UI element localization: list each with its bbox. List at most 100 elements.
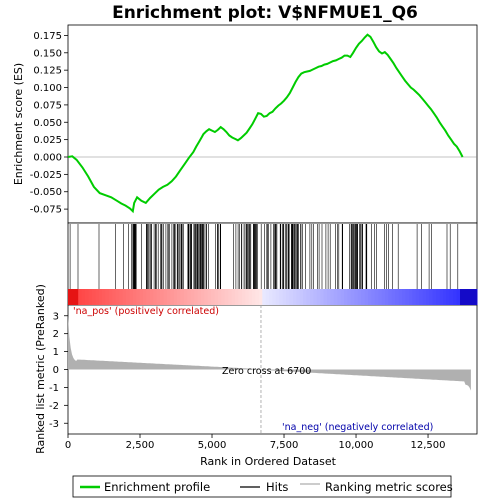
heatmap-cell bbox=[143, 289, 147, 305]
heatmap-cell bbox=[125, 289, 130, 305]
heatmap-cell bbox=[88, 289, 93, 305]
heatmap-cell bbox=[347, 289, 352, 305]
heatmap-cell bbox=[177, 289, 181, 305]
heatmap-cell bbox=[98, 289, 103, 305]
heatmap-cell bbox=[286, 289, 290, 305]
heatmap-cell bbox=[320, 289, 325, 305]
heatmap-cell bbox=[425, 289, 430, 305]
metric-y-tick-label: -1 bbox=[49, 383, 59, 394]
es-y-tick-label: 0.100 bbox=[33, 83, 62, 94]
heatmap-cell bbox=[442, 289, 447, 305]
heatmap-cell bbox=[180, 289, 185, 305]
metric-y-tick-label: -3 bbox=[49, 419, 59, 430]
heatmap-cell bbox=[170, 289, 175, 305]
heatmap-cell bbox=[258, 289, 263, 305]
heatmap-cell bbox=[105, 289, 110, 305]
metric-y-tick-label: 2 bbox=[53, 329, 59, 340]
heatmap-cell bbox=[289, 289, 294, 305]
heatmap-cell bbox=[187, 289, 192, 305]
heatmap-cell bbox=[122, 289, 127, 305]
legend-enrichment-label: Enrichment profile bbox=[104, 480, 210, 494]
heatmap-cell bbox=[412, 289, 417, 305]
heatmap-cell bbox=[218, 289, 222, 305]
heatmap-cell bbox=[228, 289, 233, 305]
heatmap-cell bbox=[78, 289, 83, 305]
x-tick-label: 10,000 bbox=[339, 440, 374, 451]
heatmap-cell bbox=[95, 289, 100, 305]
heatmap-cell bbox=[446, 289, 451, 305]
es-y-tick-label: 0.025 bbox=[33, 135, 62, 146]
heatmap-cell bbox=[378, 289, 383, 305]
heatmap-cell bbox=[102, 289, 106, 305]
heatmap-cell bbox=[265, 289, 270, 305]
heatmap-cell bbox=[245, 289, 250, 305]
zero-cross-label: Zero cross at 6700 bbox=[222, 366, 311, 377]
heatmap-cell bbox=[207, 289, 212, 305]
heatmap-cell bbox=[71, 289, 76, 305]
heatmap-cell bbox=[132, 289, 137, 305]
heatmap-cell bbox=[460, 289, 464, 305]
heatmap-cell bbox=[299, 289, 304, 305]
x-tick-label: 5,000 bbox=[198, 440, 227, 451]
negative-correlation-label: 'na_neg' (negatively correlated) bbox=[282, 422, 433, 433]
heatmap-cell bbox=[190, 289, 195, 305]
es-y-tick-label: -0.075 bbox=[30, 205, 62, 216]
heatmap-cell bbox=[279, 289, 284, 305]
heatmap-cell bbox=[129, 289, 134, 305]
heatmap-cell bbox=[456, 289, 461, 305]
es-y-axis-label: Enrichment score (ES) bbox=[12, 63, 25, 185]
heatmap-cell bbox=[429, 289, 434, 305]
heatmap-cell bbox=[439, 289, 444, 305]
heatmap-cell bbox=[149, 289, 154, 305]
x-axis-label: Rank in Ordered Dataset bbox=[200, 455, 337, 468]
ranked-list-heatmap bbox=[68, 289, 478, 305]
x-tick-label: 12,500 bbox=[411, 440, 446, 451]
heatmap-cell bbox=[204, 289, 209, 305]
enrichment-profile-line bbox=[67, 33, 464, 214]
x-axis: 0 2,500 5,000 7,500 10,000 12,500 bbox=[65, 434, 446, 451]
heatmap-cell bbox=[272, 289, 277, 305]
heatmap-cell bbox=[293, 289, 297, 305]
heatmap-cell bbox=[374, 289, 379, 305]
heatmap-cell bbox=[197, 289, 202, 305]
heatmap-cell bbox=[156, 289, 161, 305]
heatmap-cell bbox=[453, 289, 457, 305]
heatmap-cell bbox=[381, 289, 386, 305]
heatmap-cell bbox=[248, 289, 253, 305]
heatmap-cell bbox=[350, 289, 355, 305]
heatmap-cell bbox=[255, 289, 260, 305]
es-y-tick-label: 0.050 bbox=[33, 118, 62, 129]
heatmap-cell bbox=[296, 289, 301, 305]
heatmap-cell bbox=[269, 289, 273, 305]
metric-y-tick-label: 1 bbox=[53, 347, 59, 358]
heatmap-cell bbox=[173, 289, 178, 305]
es-y-tick-label: 0.000 bbox=[33, 153, 62, 164]
heatmap-cell bbox=[85, 289, 89, 305]
metric-y-tick-label: 3 bbox=[53, 311, 59, 322]
heatmap-cell bbox=[398, 289, 403, 305]
heatmap-cell bbox=[316, 289, 321, 305]
heatmap-cell bbox=[224, 289, 229, 305]
heatmap-cell bbox=[388, 289, 393, 305]
heatmap-cell bbox=[163, 289, 168, 305]
heatmap-cell bbox=[160, 289, 164, 305]
heatmap-cell bbox=[310, 289, 314, 305]
heatmap-cell bbox=[408, 289, 413, 305]
heatmap-cell bbox=[436, 289, 440, 305]
heatmap-cell bbox=[364, 289, 369, 305]
heatmap-cell bbox=[449, 289, 454, 305]
metric-y-tick-label: -2 bbox=[49, 401, 59, 412]
heatmap-cell bbox=[194, 289, 198, 305]
heatmap-cell bbox=[405, 289, 410, 305]
heatmap-cell bbox=[470, 289, 475, 305]
heatmap-cell bbox=[391, 289, 396, 305]
heatmap-cell bbox=[303, 289, 308, 305]
heatmap-cell bbox=[221, 289, 226, 305]
legend-hits-label: Hits bbox=[266, 480, 288, 494]
heatmap-cell bbox=[146, 289, 151, 305]
heatmap-cell bbox=[115, 289, 120, 305]
heatmap-cell bbox=[371, 289, 376, 305]
heatmap-cell bbox=[241, 289, 246, 305]
heatmap-cell bbox=[432, 289, 437, 305]
